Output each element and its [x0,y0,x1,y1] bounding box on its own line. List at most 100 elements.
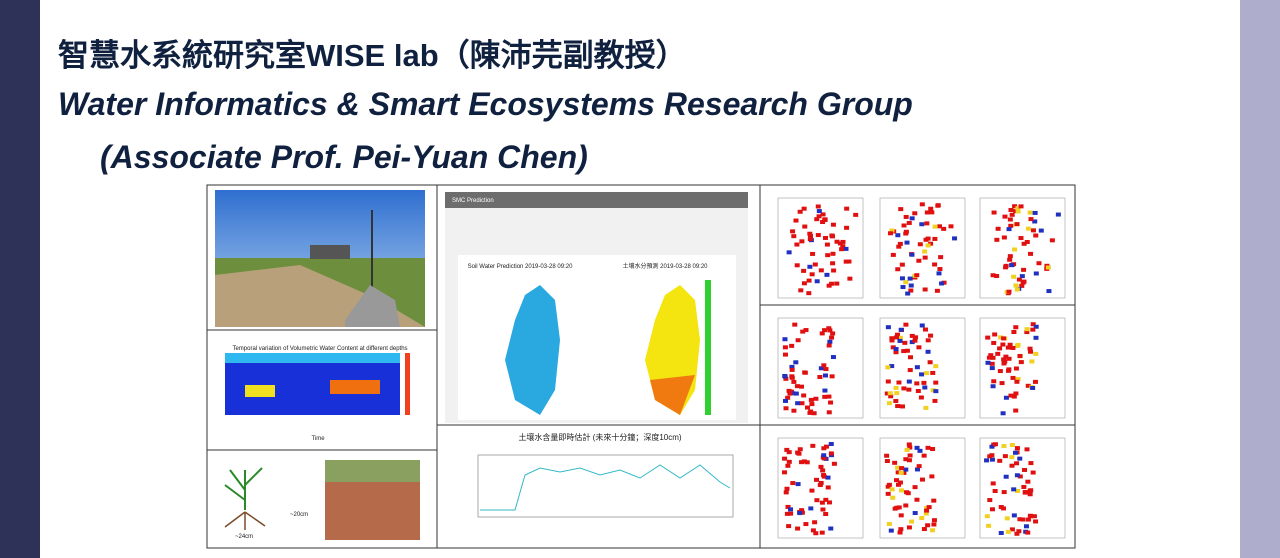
map-pixel [921,453,927,458]
map-pixel [989,444,995,449]
map-pixel [990,355,996,360]
map-pixel [922,385,928,390]
map-pixel [1009,527,1015,532]
map-pixel [1027,346,1033,351]
map-pixel [819,500,825,505]
map-pixel [1015,342,1021,347]
map-pixel [822,218,828,223]
map-pixel [783,376,789,381]
map-pixel [889,336,895,341]
map-pixel [887,231,893,236]
map-pixel [893,385,899,390]
map-pixel [828,442,834,447]
map-pixel [903,457,909,462]
map-pixel [846,259,852,264]
map-pixel [818,480,824,485]
map-pixel [802,224,808,229]
map-pixel [1036,261,1042,266]
map-pixel [1018,360,1024,365]
map-pixel [1014,379,1020,384]
map-pixel [798,288,804,293]
map-pixel [786,524,792,529]
map-pixel [927,360,933,365]
map-pixel [1014,473,1020,478]
map-pixel [898,470,904,475]
map-pixel [802,370,808,375]
map-pixel [890,252,896,257]
map-pixel [890,345,896,350]
map-pixel [790,229,796,234]
map-pixel [810,443,816,448]
map-pixel [938,255,944,260]
map-pixel [1025,226,1031,231]
map-pixel [1011,330,1017,335]
map-pixel [837,241,843,246]
map-pixel [804,405,810,410]
line [480,464,731,511]
map-pixel [889,338,895,343]
map-pixel [906,387,912,392]
map-pixel [918,395,924,400]
map-pixel [1046,289,1052,294]
map-pixel [1015,206,1021,211]
map-pixel [1028,349,1034,354]
map-pixel [1009,443,1015,448]
map-pixel [1017,456,1023,461]
map-pixel [886,521,892,526]
map-pixel [808,234,814,239]
map-pixel [847,276,853,281]
map-pixel [899,466,905,471]
map-pixel [821,446,827,451]
map-pixel [785,504,791,509]
map-pixel [1011,394,1017,399]
map-pixel [820,468,826,473]
map-pixel [1008,393,1014,398]
map-pixel [909,340,915,345]
plant [224,467,263,510]
map-pixel [816,209,822,214]
map-pixel [782,398,788,403]
map-pixel [1027,492,1033,497]
map-pixel [989,507,995,512]
map-pixel [801,393,807,398]
vwc-title: Temporal variation of Volumetric Water C… [232,346,407,352]
map-pixel [991,340,997,345]
map-pixel [997,369,1003,374]
map-pixel [1024,330,1030,335]
map-pixel [915,467,921,472]
map-pixel [808,409,814,414]
map-pixel [909,252,915,257]
map-pixel [894,478,900,483]
map-pixel [932,236,938,241]
map-pixel [815,233,821,238]
map-pixel [1028,461,1034,466]
map-pixel [930,447,936,452]
map-left [505,285,560,415]
map-pixel [889,487,895,492]
map-pixel [830,331,836,336]
map-pixel [825,253,831,258]
map-pixel [939,281,945,286]
map-pixel [789,375,795,380]
map-pixel [892,506,898,511]
map-pixel [823,511,829,516]
map-pixel [898,527,904,532]
map-pixel [895,267,901,272]
map-pixel [888,528,894,533]
map-pixel [1025,530,1031,535]
map-pixel [1019,283,1025,288]
map-pixel [814,217,820,222]
map-pixel [930,370,936,375]
map-pixel [830,355,836,360]
map-pixel [908,288,914,293]
map-pixel [903,322,909,327]
photo-building [310,245,350,259]
map-pixel [884,453,890,458]
map-pixel [928,333,934,338]
map-pixel [898,335,904,340]
map-pixel [925,338,931,343]
map-pixel [828,451,834,456]
map-pixel [926,505,932,510]
map-pixel [810,528,816,533]
map-pixel [784,486,790,491]
